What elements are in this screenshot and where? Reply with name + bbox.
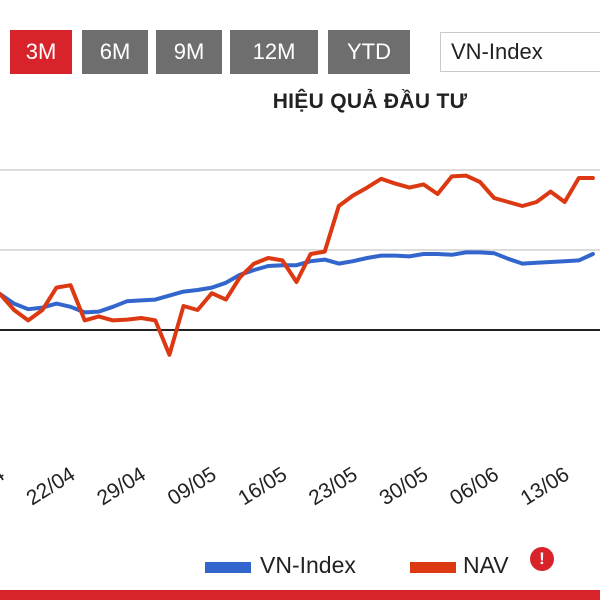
period-ytd-button[interactable]: YTD bbox=[328, 30, 410, 74]
x-tick-label: 29/04 bbox=[93, 463, 150, 511]
period-9m-button[interactable]: 9M bbox=[156, 30, 222, 74]
alert-icon[interactable]: ! bbox=[530, 547, 554, 571]
nav-series-line bbox=[0, 173, 595, 357]
x-tick-label: 23/05 bbox=[305, 463, 362, 510]
x-tick-label: 30/05 bbox=[375, 463, 432, 510]
period-12m-button[interactable]: 12M bbox=[230, 30, 318, 74]
period-toolbar: 3M 6M 9M 12M YTD VN-Index bbox=[0, 0, 600, 80]
performance-chart: 4 22/04 29/04 09/05 16/05 23/05 30/05 06/06 13/0… bbox=[0, 169, 600, 511]
legend-nav-label: NAV bbox=[463, 552, 509, 578]
compare-index-select[interactable]: VN-Index bbox=[440, 32, 600, 72]
legend-vnindex-label: VN-Index bbox=[260, 552, 356, 578]
x-tick-label: 16/05 bbox=[234, 463, 291, 510]
legend-nav-swatch bbox=[410, 562, 456, 573]
x-tick-label: 06/06 bbox=[446, 463, 503, 510]
period-6m-button[interactable]: 6M bbox=[82, 30, 148, 74]
x-tick-label: 09/05 bbox=[164, 463, 221, 510]
legend-vnindex[interactable]: VN-Index bbox=[205, 548, 375, 584]
bottom-accent-bar bbox=[0, 590, 600, 600]
vnindex-series-line bbox=[0, 250, 595, 315]
chart-title: HIỆU QUẢ ĐẦU TƯ bbox=[272, 90, 468, 113]
period-3m-button[interactable]: 3M bbox=[10, 30, 72, 74]
legend-nav[interactable]: NAV bbox=[410, 548, 520, 584]
legend-vnindex-swatch bbox=[205, 562, 251, 573]
x-tick-label: 13/06 bbox=[517, 463, 574, 510]
x-tick-label: 4 bbox=[0, 463, 9, 489]
x-tick-label: 22/04 bbox=[22, 463, 79, 511]
